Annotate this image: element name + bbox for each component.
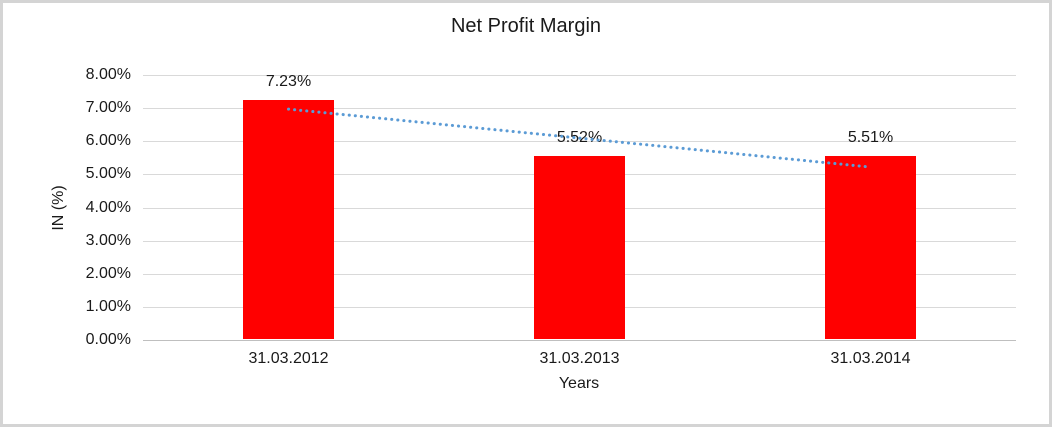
- y-tick-label: 5.00%: [85, 165, 131, 183]
- gridline: [143, 75, 1016, 76]
- y-tick-label: 3.00%: [85, 231, 131, 249]
- y-tick-label: 0.00%: [85, 331, 131, 348]
- bar-31.03.2014[interactable]: [825, 156, 916, 339]
- bar-data-label: 5.51%: [847, 129, 894, 147]
- bar-31.03.2013[interactable]: [534, 156, 625, 339]
- x-tick-label: 31.03.2014: [830, 350, 911, 367]
- bar-data-label: 7.23%: [265, 72, 312, 90]
- x-axis-title: Years: [558, 375, 600, 392]
- bar-31.03.2012[interactable]: [243, 99, 334, 339]
- x-tick-label: 31.03.2012: [248, 350, 329, 367]
- y-tick-label: 4.00%: [85, 198, 131, 216]
- y-tick-label: 1.00%: [85, 297, 131, 315]
- x-axis-line: [143, 340, 1016, 341]
- plot-area: 7.23% 5.52% 5.51%: [143, 72, 1016, 341]
- y-tick-label: 6.00%: [85, 132, 131, 150]
- y-tick-label: 2.00%: [85, 264, 131, 282]
- chart-title: Net Profit Margin: [450, 15, 602, 37]
- x-tick-label: 31.03.2013: [539, 350, 620, 367]
- y-tick-label: 7.00%: [85, 99, 131, 117]
- y-tick-label: 8.00%: [85, 66, 131, 83]
- bar-data-label: 5.52%: [556, 129, 603, 147]
